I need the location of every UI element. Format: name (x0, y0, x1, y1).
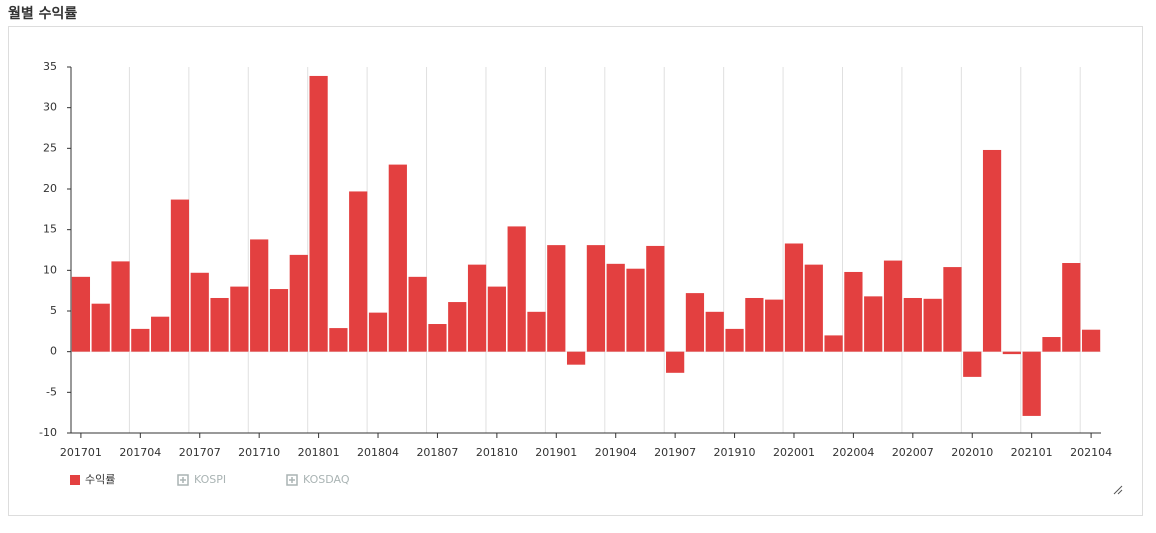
bar (467, 264, 487, 352)
bar (1081, 329, 1101, 352)
section-title: 월별 수익률 (8, 6, 78, 22)
bar (368, 312, 388, 352)
y-tick-label: 25 (43, 141, 57, 154)
bar (131, 328, 150, 352)
bar (566, 351, 586, 365)
bar (71, 276, 91, 352)
y-tick-label: 35 (43, 60, 57, 73)
legend-label[interactable]: KOSDAQ (303, 473, 350, 486)
bar (190, 272, 209, 352)
x-tick-label: 201801 (298, 446, 340, 459)
bar (547, 245, 566, 352)
bar (666, 351, 685, 373)
x-tick-label: 201810 (476, 446, 518, 459)
bar (111, 261, 130, 352)
legend-swatch[interactable] (70, 475, 80, 485)
bar (765, 299, 784, 352)
bar (844, 271, 863, 352)
bar (289, 254, 308, 352)
bar (606, 263, 625, 352)
bar (250, 239, 269, 352)
bar (943, 267, 962, 352)
bar (1022, 351, 1041, 416)
y-tick-label: 5 (50, 304, 57, 317)
y-tick-label: 10 (43, 263, 57, 276)
bar (705, 311, 724, 352)
y-tick-label: 15 (43, 223, 57, 236)
y-tick-label: -5 (46, 385, 57, 398)
bar (804, 264, 823, 352)
bar (91, 303, 110, 352)
chart-panel (8, 26, 1143, 516)
x-tick-label: 201907 (654, 446, 696, 459)
bar (170, 199, 190, 352)
bar (824, 335, 843, 352)
x-tick-label: 202010 (951, 446, 993, 459)
x-tick-label: 201804 (357, 446, 399, 459)
bar (1002, 351, 1021, 355)
bar (388, 164, 407, 352)
bar (1062, 263, 1081, 352)
bar (269, 289, 289, 352)
bar (507, 226, 526, 352)
bar (210, 297, 229, 352)
x-tick-label: 201701 (60, 446, 102, 459)
x-tick-label: 202104 (1070, 446, 1112, 459)
x-tick-label: 201807 (416, 446, 458, 459)
bar (626, 268, 645, 352)
bar (408, 276, 427, 352)
bar (151, 316, 170, 352)
y-tick-label: 30 (43, 101, 57, 114)
bar (864, 296, 883, 352)
bar (527, 311, 546, 352)
x-tick-label: 202007 (892, 446, 934, 459)
bar (448, 302, 467, 352)
x-tick-label: 202101 (1011, 446, 1053, 459)
resize-handle[interactable] (1113, 485, 1123, 495)
bar (329, 328, 348, 352)
legend-label[interactable]: 수익률 (85, 473, 115, 486)
x-tick-label: 201904 (595, 446, 637, 459)
y-tick-label: 20 (43, 182, 57, 195)
x-tick-label: 202001 (773, 446, 815, 459)
y-tick-label: 0 (50, 345, 57, 358)
bar (685, 293, 705, 352)
legend-icon[interactable] (177, 474, 189, 486)
bar (784, 243, 804, 352)
bar (646, 245, 665, 352)
legend-icon[interactable] (286, 474, 298, 486)
x-tick-label: 201910 (714, 446, 756, 459)
y-tick-label: -10 (39, 426, 57, 439)
bar (428, 324, 447, 352)
x-tick-label: 202004 (832, 446, 874, 459)
bar (923, 298, 942, 352)
bar (586, 245, 606, 352)
bar (349, 191, 368, 352)
x-tick-label: 201710 (238, 446, 280, 459)
bar (982, 149, 1002, 352)
x-tick-label: 201901 (535, 446, 577, 459)
x-tick-label: 201707 (179, 446, 221, 459)
bar (725, 328, 744, 352)
bar (883, 260, 903, 352)
bar (1042, 337, 1061, 352)
legend-label[interactable]: KOSPI (194, 473, 226, 486)
bar (309, 75, 328, 352)
x-tick-label: 201704 (119, 446, 161, 459)
bar (903, 297, 922, 352)
bar (487, 286, 506, 352)
bar (963, 351, 982, 377)
bar (230, 286, 249, 352)
bar (745, 297, 764, 352)
